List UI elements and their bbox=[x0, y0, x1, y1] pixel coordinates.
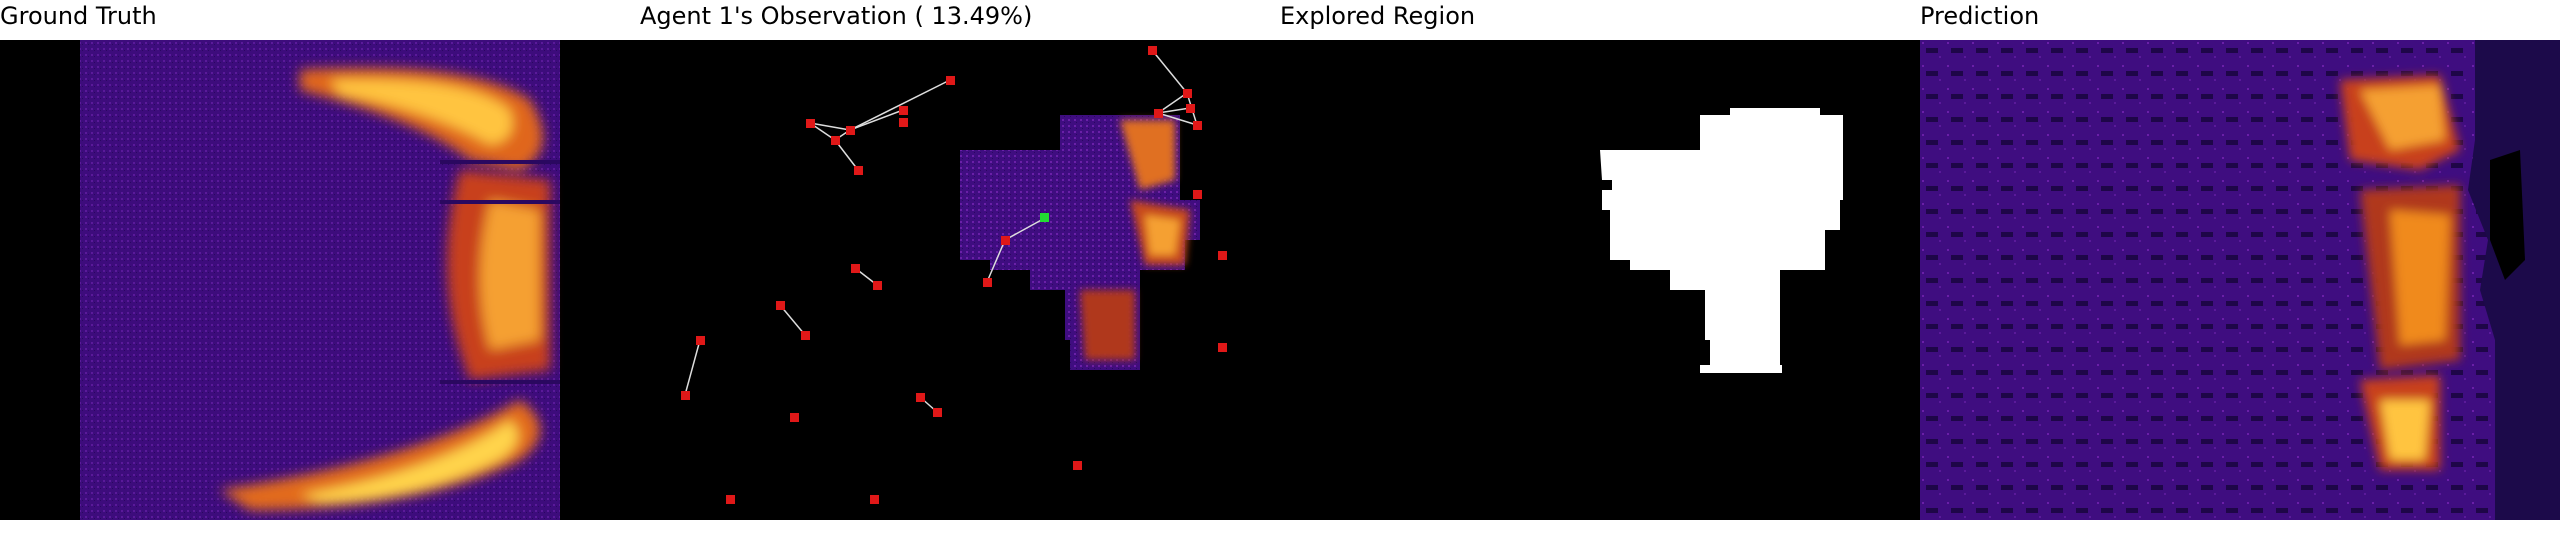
agent-marker bbox=[870, 495, 879, 504]
agent-marker bbox=[1218, 343, 1227, 352]
agent-marker bbox=[1183, 89, 1192, 98]
agent-markers bbox=[681, 46, 1227, 504]
agent-marker bbox=[851, 264, 860, 273]
agent-marker bbox=[1148, 46, 1157, 55]
agent-marker bbox=[899, 118, 908, 127]
explored-area bbox=[1600, 108, 1843, 370]
agent-marker bbox=[854, 166, 863, 175]
gt-hot-regions bbox=[220, 68, 550, 510]
agent-marker bbox=[831, 136, 840, 145]
agent-marker bbox=[1154, 109, 1163, 118]
agent-marker bbox=[983, 278, 992, 287]
agent-marker bbox=[899, 106, 908, 115]
agent-marker bbox=[916, 393, 925, 402]
agent-marker bbox=[1193, 190, 1202, 199]
agent-marker bbox=[933, 408, 942, 417]
observation-panel bbox=[640, 40, 1280, 520]
agent-marker bbox=[1193, 121, 1202, 130]
observation-title: Agent 1's Observation ( 13.49%) bbox=[640, 2, 1033, 30]
ground-truth-heatmap bbox=[80, 40, 560, 520]
pred-hot-regions bbox=[2340, 75, 2460, 470]
pred-field bbox=[1920, 40, 2560, 520]
ground-truth-title: Ground Truth bbox=[0, 2, 157, 30]
agent-marker bbox=[806, 119, 815, 128]
explored-panel bbox=[1280, 40, 1920, 520]
explored-mask bbox=[1600, 108, 1843, 373]
agent-marker bbox=[801, 331, 810, 340]
observed-region bbox=[960, 115, 1200, 370]
observation-map bbox=[681, 46, 1227, 504]
prediction-heatmap bbox=[1920, 40, 2560, 520]
prediction-panel bbox=[1920, 40, 2560, 520]
ground-truth-panel bbox=[0, 40, 640, 520]
agent-marker bbox=[873, 281, 882, 290]
agent-marker bbox=[1218, 251, 1227, 260]
agent-marker bbox=[790, 413, 799, 422]
agent-marker bbox=[681, 391, 690, 400]
agent-marker bbox=[776, 301, 785, 310]
self-agent-marker bbox=[1040, 213, 1049, 222]
pred-void bbox=[2490, 150, 2525, 280]
agent-marker bbox=[1073, 461, 1082, 470]
agent-marker bbox=[1001, 236, 1010, 245]
explored-title: Explored Region bbox=[1280, 2, 1476, 30]
agent-marker bbox=[946, 76, 955, 85]
agent-marker bbox=[846, 126, 855, 135]
agent-marker bbox=[726, 495, 735, 504]
agent-marker bbox=[696, 336, 705, 345]
prediction-title: Prediction bbox=[1920, 2, 2040, 30]
agent-marker bbox=[1186, 104, 1195, 113]
